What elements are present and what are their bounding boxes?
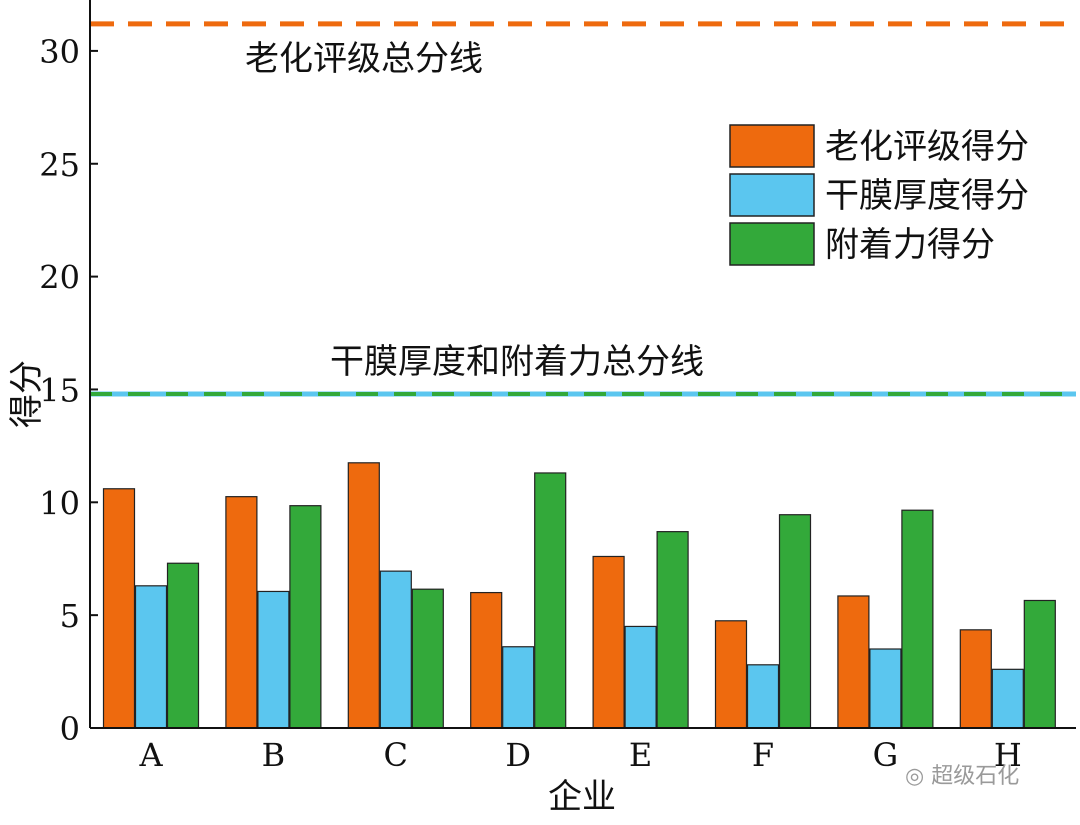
bar-F-2 bbox=[746, 664, 780, 729]
bar-B-1 bbox=[225, 496, 258, 729]
legend-label-2: 干膜厚度得分 bbox=[825, 176, 1029, 216]
x-tick-label: E bbox=[629, 736, 652, 774]
bar-A-1 bbox=[102, 488, 136, 729]
bar-F-1 bbox=[714, 620, 748, 729]
bar-B-2 bbox=[257, 590, 290, 729]
bar-C-3 bbox=[411, 588, 444, 729]
x-tick-label: D bbox=[505, 736, 531, 774]
legend-swatch-1 bbox=[729, 124, 815, 168]
x-tick-label: F bbox=[752, 736, 774, 774]
x-axis-label: 企业 bbox=[548, 777, 616, 817]
ref-line-label-aging: 老化评级总分线 bbox=[245, 39, 483, 79]
legend-swatch-2 bbox=[729, 173, 815, 217]
y-tick-label: 25 bbox=[39, 146, 80, 184]
bar-H-3 bbox=[1023, 599, 1056, 729]
x-tick-label: H bbox=[994, 736, 1022, 774]
bar-E-1 bbox=[592, 555, 625, 729]
bar-F-3 bbox=[778, 514, 812, 729]
bar-A-2 bbox=[134, 585, 168, 729]
y-axis-label: 得分 bbox=[7, 360, 47, 428]
ref-line-label-film-adhesion: 干膜厚度和附着力总分线 bbox=[330, 342, 704, 382]
x-tick-label: B bbox=[262, 736, 286, 774]
bar-C-2 bbox=[379, 570, 412, 729]
bar-A-3 bbox=[166, 562, 200, 729]
x-tick-label: G bbox=[873, 736, 899, 774]
bar-D-1 bbox=[470, 591, 503, 729]
bar-H-1 bbox=[959, 629, 992, 729]
y-tick-label: 20 bbox=[39, 259, 80, 297]
bar-B-3 bbox=[289, 505, 322, 729]
bar-G-3 bbox=[901, 509, 934, 729]
y-tick-label: 30 bbox=[39, 33, 80, 71]
legend-label-1: 老化评级得分 bbox=[825, 127, 1029, 167]
y-tick-label: 0 bbox=[60, 710, 80, 748]
bar-E-2 bbox=[624, 625, 657, 729]
y-tick-label: 10 bbox=[39, 484, 80, 522]
bar-H-2 bbox=[991, 668, 1024, 729]
wechat-icon: ◎ bbox=[905, 764, 932, 789]
bar-C-1 bbox=[347, 462, 380, 729]
x-tick-label: C bbox=[384, 736, 408, 774]
bar-G-2 bbox=[869, 648, 902, 729]
watermark: ◎ 超级石化 bbox=[905, 764, 1020, 789]
legend-label-3: 附着力得分 bbox=[825, 225, 995, 265]
y-tick-label: 15 bbox=[39, 371, 80, 409]
legend-swatch-3 bbox=[729, 222, 815, 266]
bar-D-3 bbox=[534, 472, 567, 729]
bar-D-2 bbox=[502, 646, 535, 729]
y-tick-label: 5 bbox=[60, 597, 80, 635]
bar-G-1 bbox=[837, 595, 870, 729]
x-tick-label: A bbox=[138, 736, 163, 774]
bar-E-3 bbox=[656, 531, 689, 729]
